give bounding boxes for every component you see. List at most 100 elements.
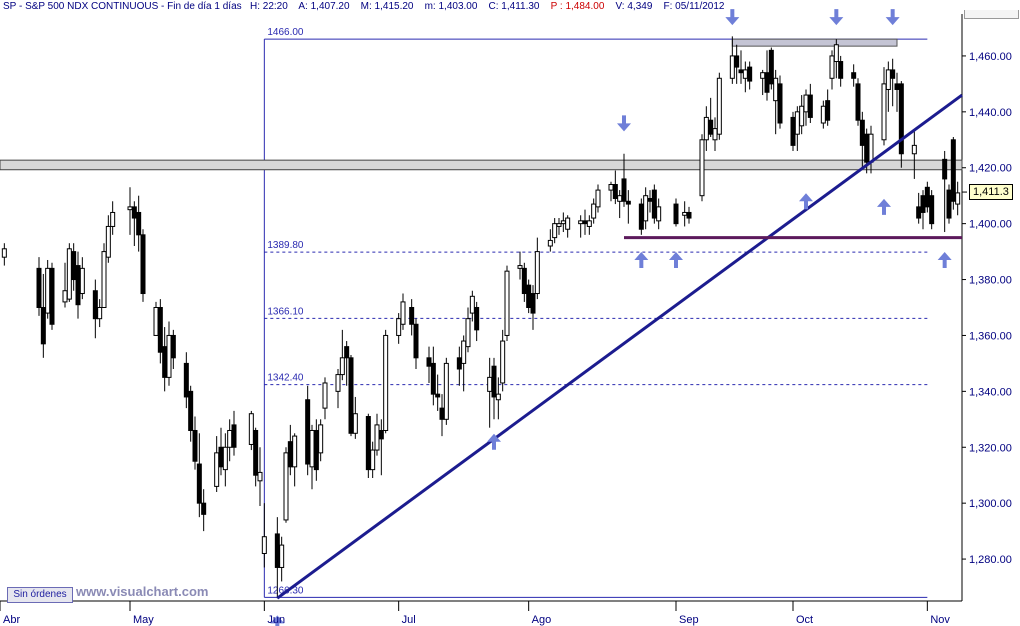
candle-up xyxy=(396,318,402,336)
arrow-down xyxy=(885,9,900,26)
candle-up xyxy=(552,223,558,239)
candle-down xyxy=(274,533,280,568)
candle-down xyxy=(378,429,384,440)
candle-down xyxy=(344,346,350,359)
candle-down xyxy=(71,251,77,281)
candle-down xyxy=(196,463,202,504)
candle-up xyxy=(222,446,228,471)
candle-down xyxy=(136,211,142,236)
horizontal-bands[interactable] xyxy=(0,38,963,171)
candle-down xyxy=(734,55,740,68)
drawn-lines[interactable] xyxy=(276,93,963,600)
candle-up xyxy=(66,248,72,300)
candle-up xyxy=(261,536,267,554)
candle-up xyxy=(820,105,826,124)
candle-down xyxy=(855,83,861,121)
arrow-up xyxy=(937,252,952,269)
candle-up xyxy=(729,55,735,79)
candle-up xyxy=(955,192,961,205)
orders-button[interactable]: Sin órdenes xyxy=(7,587,73,603)
header-high: M: 1,415.20 xyxy=(360,1,414,12)
candle-down xyxy=(950,139,956,202)
candle-down xyxy=(313,429,319,471)
y-tick-label: 1,460.00 xyxy=(969,51,1012,63)
fib-level-label: 1342.40 xyxy=(267,373,304,384)
candle-down xyxy=(621,178,627,202)
x-tick-label: Jun xyxy=(267,614,285,626)
header-p: P : 1,484.00 xyxy=(550,1,605,12)
candle-down xyxy=(435,393,441,398)
candle-up xyxy=(370,449,376,471)
candle-up xyxy=(257,471,263,482)
candle-up xyxy=(79,267,85,295)
candle-up xyxy=(383,334,389,431)
y-tick-label: 1,280.00 xyxy=(969,554,1012,566)
candle-up xyxy=(227,429,233,448)
candle-up xyxy=(712,128,718,141)
y-tick-label: 1,320.00 xyxy=(969,442,1012,454)
candle-up xyxy=(504,270,510,336)
candle-down xyxy=(647,197,653,202)
candle-up xyxy=(292,435,298,468)
candle-up xyxy=(153,307,159,336)
candle-up xyxy=(794,111,800,135)
candle-down xyxy=(838,61,844,79)
candle-up xyxy=(465,318,471,348)
candle-down xyxy=(365,416,371,471)
y-tick-label: 1,360.00 xyxy=(969,330,1012,342)
candle-up xyxy=(829,55,835,79)
candle-down xyxy=(851,72,857,79)
candle-up xyxy=(556,223,562,227)
fib-level-label: 1389.80 xyxy=(267,240,304,251)
candle-down xyxy=(890,69,896,79)
scale-handle[interactable] xyxy=(964,10,1019,19)
candle-up xyxy=(699,139,705,197)
trendline xyxy=(276,93,963,600)
header-close: C: 1,411.30 xyxy=(488,1,540,12)
candle-down xyxy=(686,211,692,219)
candle-down xyxy=(456,357,462,370)
candle-down xyxy=(426,357,432,367)
candle-down xyxy=(305,399,311,465)
candle-up xyxy=(214,452,220,487)
candle-up xyxy=(105,225,111,258)
candle-up xyxy=(911,144,917,155)
candle-down xyxy=(49,267,55,325)
y-tick-label: 1,380.00 xyxy=(969,275,1012,287)
candle-down xyxy=(530,293,536,314)
candle-up xyxy=(335,374,341,392)
arrow-up xyxy=(487,433,501,450)
candle-down xyxy=(920,195,926,213)
x-tick-label: Ago xyxy=(532,614,552,626)
candle-up xyxy=(97,307,103,320)
candle-down xyxy=(170,334,176,359)
candle-up xyxy=(110,211,116,227)
candle-down xyxy=(348,357,354,434)
chart-frame xyxy=(0,14,963,602)
watermark-text: www.visualchart.com xyxy=(76,584,209,599)
candle-down xyxy=(75,265,81,306)
candle-down xyxy=(188,390,194,431)
x-tick-label: Oct xyxy=(796,614,813,626)
candle-up xyxy=(885,69,891,90)
candle-down xyxy=(764,72,770,93)
y-axis: 1,280.00 1,300.00 1,320.00 1,340.00 1,360.00… xyxy=(962,51,1012,566)
arrow-down xyxy=(829,9,844,26)
candle-down xyxy=(946,189,952,219)
candle-down xyxy=(439,407,445,420)
candle-up xyxy=(803,94,809,113)
candle-down xyxy=(183,362,189,398)
x-tick-label: Sep xyxy=(679,614,699,626)
candle-up xyxy=(534,251,540,295)
candle-up xyxy=(101,251,107,309)
candle-down xyxy=(192,429,198,462)
header-volume: V: 4,349 xyxy=(615,1,653,12)
top-band xyxy=(731,38,898,47)
candle-down xyxy=(218,446,224,468)
header-time: H: 22:20 xyxy=(249,1,288,12)
candle-down xyxy=(747,66,753,82)
header-low: m: 1,403.00 xyxy=(424,1,478,12)
candle-down xyxy=(673,203,679,225)
